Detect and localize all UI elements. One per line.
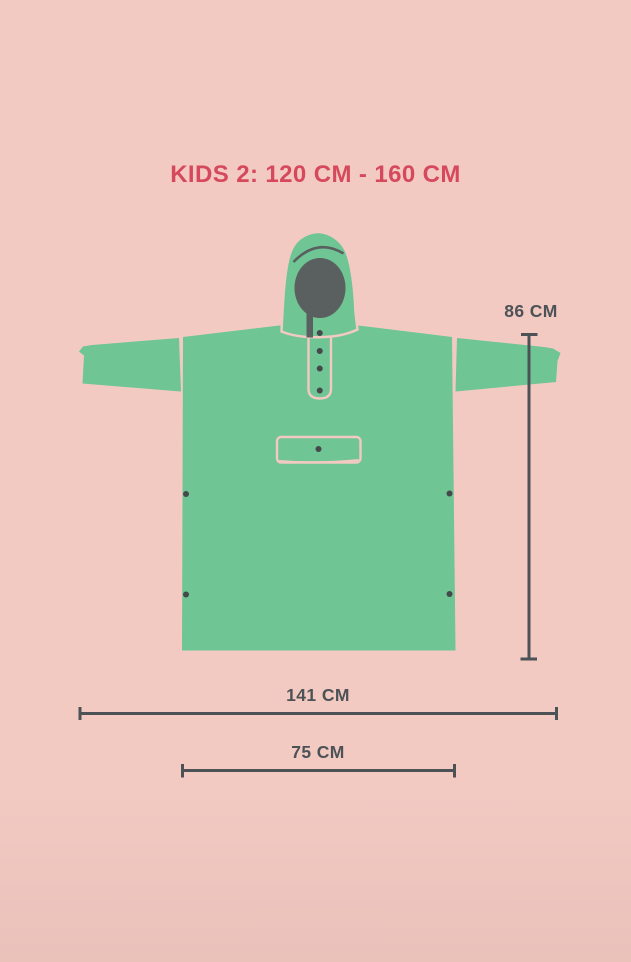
poncho-body <box>182 324 456 651</box>
front-width-measure-line <box>181 764 456 778</box>
poncho-pocket-button <box>315 446 322 452</box>
front-width-measurement-label: 75 CM <box>291 742 345 762</box>
total-width-measure-line <box>78 707 558 720</box>
poncho-placket-buttons <box>316 330 323 394</box>
height-measure-line <box>520 333 538 661</box>
poncho-zip-line <box>306 306 313 338</box>
poncho-face-opening <box>294 258 346 318</box>
total-width-measurement-label: 141 CM <box>286 685 350 705</box>
height-measurement-label: 86 CM <box>504 301 558 321</box>
poncho-pocket-flap-seam <box>278 459 359 464</box>
poncho-left-sleeve <box>79 338 181 392</box>
poncho-hood-brim-seam <box>292 245 345 263</box>
poncho-right-sleeve <box>455 338 561 392</box>
size-range-title: KIDS 2: 120 CM - 160 CM <box>170 161 461 188</box>
poncho-side-snaps <box>183 490 453 598</box>
poncho-placket <box>307 319 333 400</box>
